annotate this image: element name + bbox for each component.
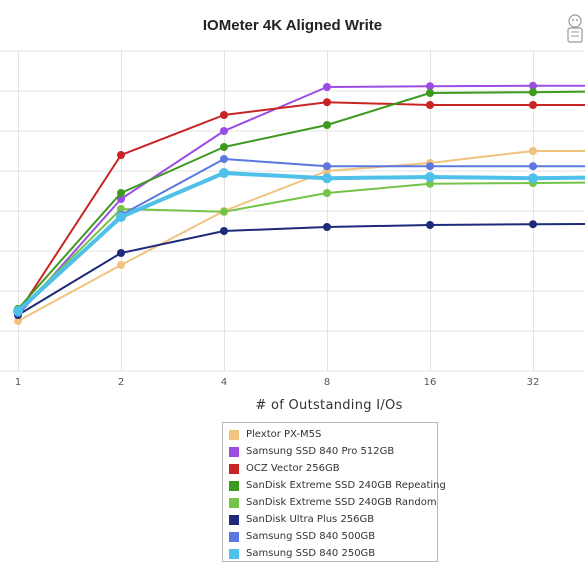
data-point: [323, 98, 331, 107]
series-group: [14, 220, 585, 319]
legend-item: SanDisk Ultra Plus 256GB: [223, 511, 437, 528]
x-axis-label: # of Outstanding I/Os: [255, 398, 402, 413]
data-point: [529, 88, 537, 97]
data-point: [426, 221, 434, 229]
legend-label: SanDisk Extreme SSD 240GB Repeating: [246, 480, 446, 491]
brand-logo-icon: [567, 14, 583, 43]
x-tick-label: 1: [15, 377, 21, 388]
data-point: [117, 205, 125, 213]
line-chart: 1 2 4 8 16 32 # of Outstanding I/Os: [0, 50, 585, 413]
legend-label: SanDisk Extreme SSD 240GB Random: [246, 497, 437, 508]
data-point: [220, 227, 228, 235]
legend-item: SanDisk Extreme SSD 240GB Repeating: [223, 477, 446, 494]
legend-label: Samsung SSD 840 250GB: [246, 548, 376, 559]
data-point: [117, 261, 125, 269]
legend-swatch: [229, 514, 239, 525]
legend-swatch: [229, 480, 239, 491]
x-tick-label: 16: [424, 377, 437, 388]
data-point: [426, 82, 434, 91]
legend-swatch: [229, 531, 239, 542]
data-point: [323, 83, 331, 91]
data-point: [14, 317, 22, 325]
legend-item: Samsung SSD 840 250GB: [223, 545, 437, 562]
series-group: [13, 168, 585, 316]
data-point: [426, 162, 434, 171]
legend-item: OCZ Vector 256GB: [223, 460, 437, 477]
series-group: [14, 81, 585, 319]
series-line: [17, 181, 585, 312]
legend-item: Plextor PX-M5S: [223, 426, 437, 443]
data-point: [323, 162, 331, 171]
data-point: [219, 168, 229, 178]
data-point: [426, 101, 434, 109]
data-point: [529, 81, 537, 90]
data-point: [529, 162, 537, 171]
legend-swatch: [229, 463, 239, 474]
legend-item: Samsung SSD 840 Pro 512GB: [223, 443, 437, 460]
legend-swatch: [229, 548, 239, 559]
x-tick-label: 2: [118, 377, 124, 388]
data-point: [13, 306, 23, 316]
data-point: [529, 220, 537, 229]
x-axis-ticks: 1 2 4 8 16 32: [15, 377, 540, 388]
data-point: [426, 89, 434, 97]
data-point: [323, 121, 331, 129]
series-line: [16, 171, 585, 313]
legend-item: SanDisk Extreme SSD 240GB Random: [223, 494, 437, 511]
x-tick-label: 32: [527, 377, 540, 388]
legend-label: Plextor PX-M5S: [246, 429, 322, 440]
legend-swatch: [229, 497, 239, 508]
data-point: [220, 207, 228, 216]
data-point: [323, 189, 331, 197]
legend-label: SanDisk Ultra Plus 256GB: [246, 514, 375, 525]
data-point: [220, 143, 228, 151]
data-point: [117, 151, 125, 159]
data-point: [323, 223, 331, 231]
data-point: [529, 147, 537, 155]
data-point: [220, 127, 228, 135]
data-point: [322, 173, 332, 184]
legend-label: Samsung SSD 840 Pro 512GB: [246, 446, 395, 457]
legend-label: Samsung SSD 840 500GB: [246, 531, 376, 542]
series-line: [17, 101, 585, 314]
legend-label: OCZ Vector 256GB: [246, 463, 340, 474]
legend-item: Samsung SSD 840 500GB: [223, 528, 437, 545]
data-point: [116, 212, 126, 222]
series-group: [14, 179, 585, 315]
series-line: [17, 222, 585, 316]
data-point: [117, 195, 125, 203]
data-point: [529, 101, 537, 109]
data-point: [426, 179, 434, 188]
data-point: [220, 111, 228, 119]
data-point: [117, 249, 125, 257]
chart-title: IOMeter 4K Aligned Write: [202, 17, 383, 34]
data-point: [425, 172, 435, 182]
series-line: [17, 84, 585, 316]
x-tick-label: 4: [221, 377, 227, 388]
series-line: [17, 90, 585, 310]
series-lines: [13, 81, 585, 325]
data-point: [220, 155, 228, 163]
legend-swatch: [229, 446, 239, 457]
data-point: [117, 189, 125, 197]
grid: [0, 50, 585, 372]
series-group: [14, 88, 585, 313]
x-tick-label: 8: [324, 377, 330, 388]
legend-swatch: [229, 429, 239, 440]
data-point: [528, 173, 538, 184]
legend: Plextor PX-M5S Samsung SSD 840 Pro 512GB O…: [222, 422, 446, 562]
